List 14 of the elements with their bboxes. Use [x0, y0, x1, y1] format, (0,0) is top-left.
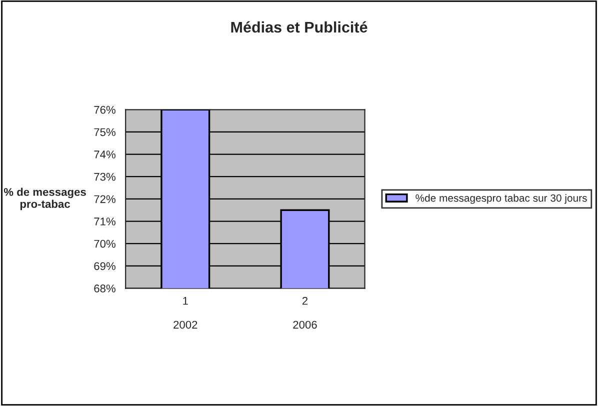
category-label: 2 2006: [293, 296, 317, 329]
y-tick-label: 70%: [94, 240, 116, 248]
chart-title: Médias et Publicité: [231, 21, 368, 33]
category-label: 1 2002: [174, 297, 198, 329]
y-tick-label: 69%: [94, 262, 116, 270]
y-tick-label: 71%: [94, 218, 116, 226]
y-tick-label: 76%: [94, 106, 116, 114]
y-tick-label: 72%: [94, 195, 116, 204]
y-axis-title: % de messages pro-tabac: [4, 188, 86, 210]
legend-label: %de messagespro tabac sur 30 jours: [416, 194, 587, 204]
y-tick-label: 74%: [94, 150, 116, 158]
y-tick-label: 68%: [94, 284, 116, 292]
y-tick-label: 75%: [94, 128, 116, 136]
y-tick-label: 73%: [94, 172, 116, 181]
